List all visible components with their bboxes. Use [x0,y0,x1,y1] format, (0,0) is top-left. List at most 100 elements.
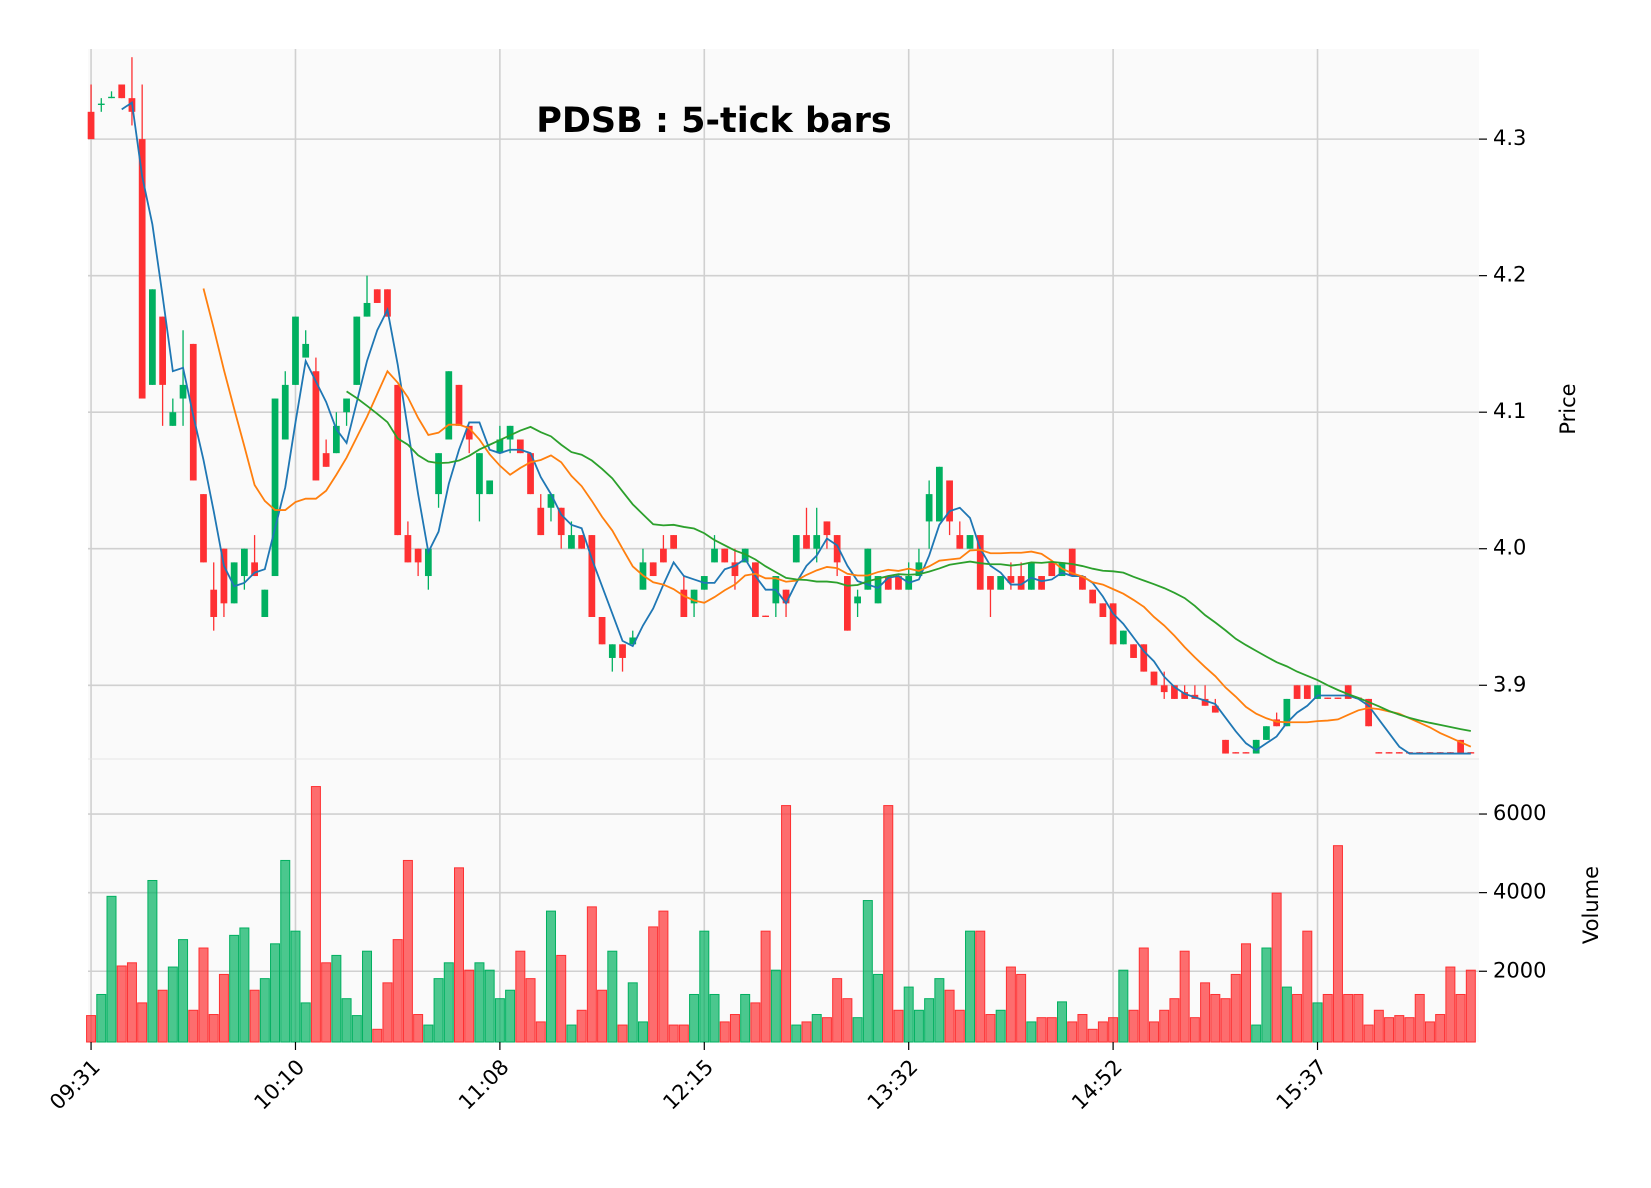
candle-body [496,439,504,454]
candle-body [1344,685,1352,699]
x-tick-label: 15:37 [1272,1055,1332,1115]
candle-body [159,316,166,385]
candle-body [1273,719,1281,727]
candle-body [568,535,575,549]
volume-bar [259,978,270,1043]
volume-bar [1016,973,1027,1043]
volume-bar [903,986,914,1043]
volume-bar [832,978,843,1043]
candle-body [1365,698,1372,727]
y-tick-label: 4.0 [1493,536,1526,560]
candle-body [935,466,943,522]
volume-bar [331,954,342,1043]
volume-bar [1424,1021,1435,1043]
volume-bar [709,993,720,1043]
volume-bar [1353,993,1364,1043]
candle-body [823,521,831,536]
candle-body [1099,603,1107,617]
volume-bar [1332,845,1343,1043]
price-panel [88,49,1479,759]
candle-body [731,562,739,577]
candle-body [792,535,800,563]
volume-bar [566,1024,577,1043]
volume-bar [270,943,281,1043]
volume-tick-label: 2000 [1493,958,1546,982]
volume-bar [689,993,700,1043]
volume-bar [1220,998,1231,1043]
y-axis-label: Price [1556,383,1580,434]
candle-body [1119,630,1127,645]
y-tick-label: 4.1 [1493,399,1526,423]
candle-body [87,111,95,140]
volume-bar [862,900,873,1043]
volume-bar [1281,986,1292,1043]
volume-bar [586,906,597,1043]
volume-bar [729,1014,740,1043]
volume-bar [1169,998,1180,1043]
volume-bar [597,989,608,1043]
volume-bar [924,998,935,1043]
volume-bar [1159,1009,1170,1043]
volume-bar [995,1009,1006,1043]
candle-body [762,615,769,617]
volume-bar [781,805,792,1043]
candle-body [711,548,718,563]
candle-body [527,453,534,495]
candle-body [394,384,402,536]
candle-body [1171,685,1178,699]
candle-body [322,453,330,467]
volume-bar [188,1009,199,1043]
chart-title: PDSB : 5-tick bars [536,101,892,141]
candle-body [97,103,105,105]
volume-bar [1128,1009,1139,1043]
candle-body [803,535,810,549]
volume-bar [1118,969,1129,1043]
candle-body [1324,697,1332,699]
candle-body [588,535,596,617]
volume-bar [300,1002,311,1043]
volume-bar [883,805,894,1043]
candle-body [578,535,586,549]
candle-body [649,562,657,577]
volume-bar [637,1021,648,1043]
candle-body [302,343,310,358]
volume-bar [678,1024,689,1043]
volume-bar [1179,950,1190,1043]
candle-body [138,139,146,399]
candle-body [149,289,156,385]
volume-bar [198,947,209,1043]
volume-bar [965,930,976,1043]
volume-bar [167,966,178,1043]
volume-bar [627,982,638,1043]
candle-body [261,589,269,617]
volume-bar [791,1024,802,1043]
candle-body [1457,739,1464,754]
volume-bar [1077,1014,1088,1043]
candle-body [1375,752,1383,754]
volume-bar [770,969,781,1043]
volume-bar [1322,993,1333,1043]
volume-bar [1046,1017,1057,1043]
volume-bar [985,1014,996,1043]
volume-bar [975,930,986,1043]
candle-body [782,589,790,604]
volume-bar [648,926,659,1043]
volume-bar [86,1015,97,1043]
candle-body [1150,671,1158,686]
volume-bar [1036,1017,1047,1043]
candle-body [404,535,412,563]
candle-body [1314,685,1321,699]
candle-body [292,316,299,385]
candle-body [854,596,861,604]
volume-bar [1057,1001,1068,1043]
candle-body [547,494,555,508]
candle-body [169,412,177,426]
volume-bar [116,965,127,1043]
volume-bar [545,910,556,1043]
volume-bar [801,1021,812,1043]
x-tick-label: 10:10 [249,1055,309,1115]
candle-body [629,637,637,645]
volume-bar [249,989,260,1043]
volume-bar [372,1028,383,1043]
candle-body [455,384,463,426]
